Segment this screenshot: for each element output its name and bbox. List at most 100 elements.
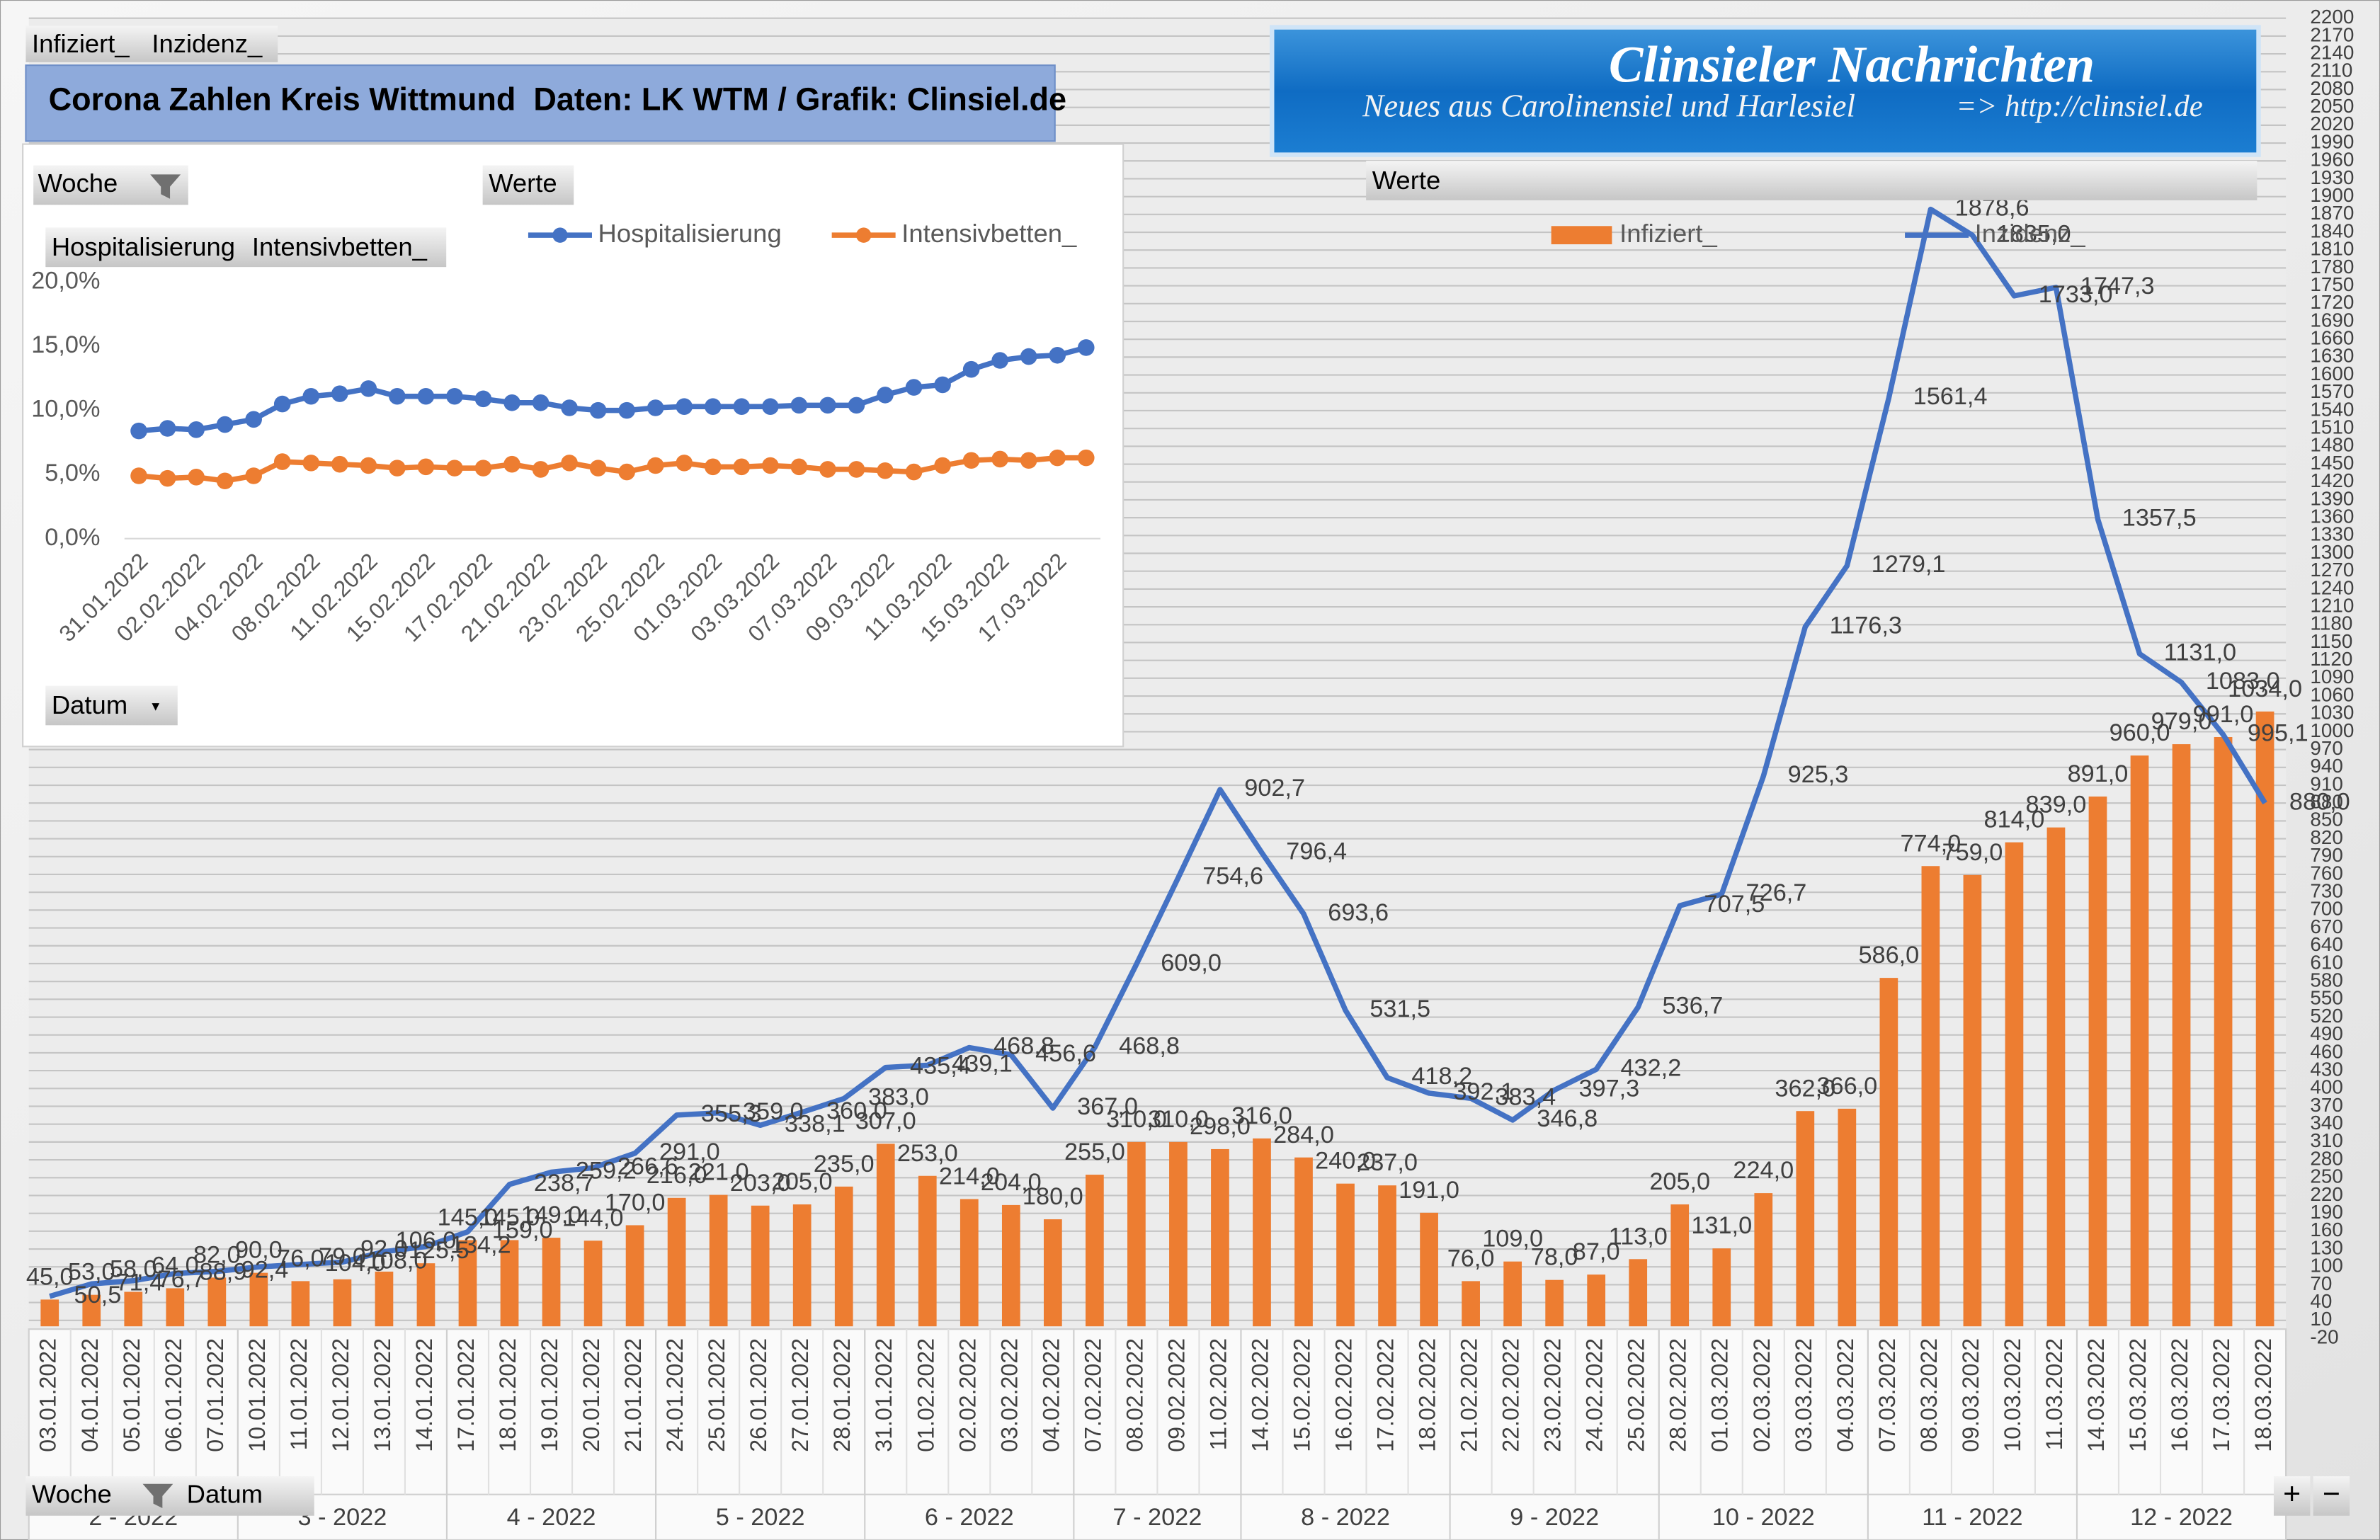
bar xyxy=(416,1263,435,1327)
y-tick-label: 1060 xyxy=(2310,683,2354,705)
legend-label: Inzidenz_ xyxy=(1975,219,2086,248)
data-label: 439,1 xyxy=(952,1051,1013,1078)
data-label: 468,8 xyxy=(993,1033,1054,1060)
bar xyxy=(1211,1148,1229,1327)
data-label: 796,4 xyxy=(1286,838,1347,865)
y-tick-label: 10 xyxy=(2310,1308,2332,1330)
data-label: 979,0 xyxy=(2151,708,2212,735)
x-tick-label: 01.03.2022 xyxy=(1707,1338,1733,1452)
marker xyxy=(188,421,205,438)
data-label: 92,0 xyxy=(360,1236,408,1262)
marker xyxy=(159,420,176,437)
group-label: 8 - 2022 xyxy=(1301,1504,1390,1531)
y-tick-label: 2170 xyxy=(2310,23,2354,45)
zoom-out[interactable] xyxy=(2313,1476,2350,1516)
x-tick-label: 21.02.2022 xyxy=(1457,1338,1482,1452)
axis-field-button[interactable] xyxy=(25,1476,314,1516)
data-label: 1733,0 xyxy=(2039,281,2113,308)
data-label: 456,6 xyxy=(1035,1040,1096,1067)
axis-field-button[interactable] xyxy=(45,685,178,726)
y-tick-label: 700 xyxy=(2310,898,2342,920)
marker xyxy=(1020,348,1037,365)
data-label: 253,0 xyxy=(897,1140,958,1167)
bar xyxy=(500,1240,519,1327)
data-label: 531,5 xyxy=(1370,996,1430,1022)
x-tick-label: 10.01.2022 xyxy=(244,1338,270,1452)
marker xyxy=(561,455,578,472)
marker xyxy=(446,387,463,405)
group-label: 6 - 2022 xyxy=(925,1504,1014,1531)
marker xyxy=(389,460,406,477)
y-tick-label: 1480 xyxy=(2310,434,2354,456)
bar xyxy=(1001,1204,1020,1327)
bar xyxy=(1253,1138,1271,1327)
y-tick-label: 1990 xyxy=(2310,130,2354,152)
pivot-button[interactable] xyxy=(482,165,574,205)
y-tick-label: 40 xyxy=(2310,1290,2332,1312)
marker xyxy=(446,460,463,477)
y-tick-label: 1780 xyxy=(2310,256,2354,278)
legend-label: Intensivbetten_ xyxy=(901,219,1077,248)
series-field-button[interactable] xyxy=(45,227,447,268)
x-tick-label: 31.01.2022 xyxy=(871,1338,896,1452)
data-label: 397,3 xyxy=(1578,1076,1639,1102)
x-tick-label: 02.02.2022 xyxy=(955,1338,980,1452)
zoom-in[interactable] xyxy=(2273,1476,2311,1516)
x-tick-label: 28.01.2022 xyxy=(829,1338,855,1452)
bar xyxy=(1670,1204,1690,1327)
y-tick-label: 970 xyxy=(2310,737,2342,759)
bar xyxy=(1294,1157,1313,1327)
x-tick-label: 11.01.2022 xyxy=(286,1338,312,1450)
data-label: 216,0 xyxy=(647,1162,707,1189)
data-label: 71,4 xyxy=(116,1269,164,1296)
data-label: 891,0 xyxy=(2068,760,2129,787)
filter-icon xyxy=(150,174,181,199)
data-label: 255,0 xyxy=(1064,1139,1125,1165)
x-tick-label: 02.03.2022 xyxy=(1749,1338,1775,1452)
data-label: 346,8 xyxy=(1537,1105,1598,1132)
y-tick-label: 1270 xyxy=(2310,559,2354,581)
line xyxy=(49,206,2267,1299)
marker xyxy=(618,463,635,481)
data-label: 104,0 xyxy=(325,1250,386,1277)
line xyxy=(138,345,1087,434)
x-tick-label: 01.02.2022 xyxy=(913,1338,938,1452)
marker xyxy=(647,457,664,474)
axis-field-label: Woche xyxy=(32,1479,112,1508)
data-label: 960,0 xyxy=(2109,719,2170,746)
data-label: 180,0 xyxy=(1023,1183,1083,1210)
x-tick-label: 24.01.2022 xyxy=(662,1338,688,1452)
marker xyxy=(589,401,607,419)
field-button[interactable] xyxy=(25,25,278,62)
bar xyxy=(1462,1281,1480,1327)
marker xyxy=(532,394,550,411)
banner-title: Clinsieler Nachrichten xyxy=(1609,35,2095,93)
bar xyxy=(458,1240,477,1327)
x-tick-label: 07.02.2022 xyxy=(1080,1338,1105,1452)
data-label: 839,0 xyxy=(2026,792,2087,819)
legend-label: Infiziert_ xyxy=(1619,219,1717,248)
y-tick-label: 1210 xyxy=(2310,594,2354,616)
data-label: 925,3 xyxy=(1788,761,1849,788)
bar xyxy=(375,1271,394,1327)
data-label: 366,0 xyxy=(1816,1073,1877,1100)
banner-link[interactable]: => http://clinsiel.de xyxy=(1956,90,2202,123)
data-label: 726,7 xyxy=(1746,879,1807,906)
data-label: 338,1 xyxy=(785,1110,845,1137)
bar xyxy=(1754,1193,1773,1327)
x-tick-label: 19.01.2022 xyxy=(537,1338,562,1452)
data-label: 191,0 xyxy=(1399,1177,1459,1204)
data-label: 902,7 xyxy=(1244,775,1305,802)
y-tick-label: 430 xyxy=(2310,1058,2342,1080)
y-tick-label: 1870 xyxy=(2310,202,2354,224)
y-tick-label: 1540 xyxy=(2310,398,2354,420)
data-label: 113,0 xyxy=(1609,1223,1668,1250)
y-tick-label: 280 xyxy=(2310,1147,2342,1169)
pivot-button[interactable] xyxy=(1366,161,2257,200)
data-label: 298,0 xyxy=(1190,1113,1251,1140)
x-tick-label: 18.01.2022 xyxy=(495,1338,520,1452)
bar xyxy=(1879,978,1898,1327)
y-tick-label: 1090 xyxy=(2310,666,2354,688)
data-label: 759,0 xyxy=(1942,839,2003,866)
marker xyxy=(561,399,578,416)
